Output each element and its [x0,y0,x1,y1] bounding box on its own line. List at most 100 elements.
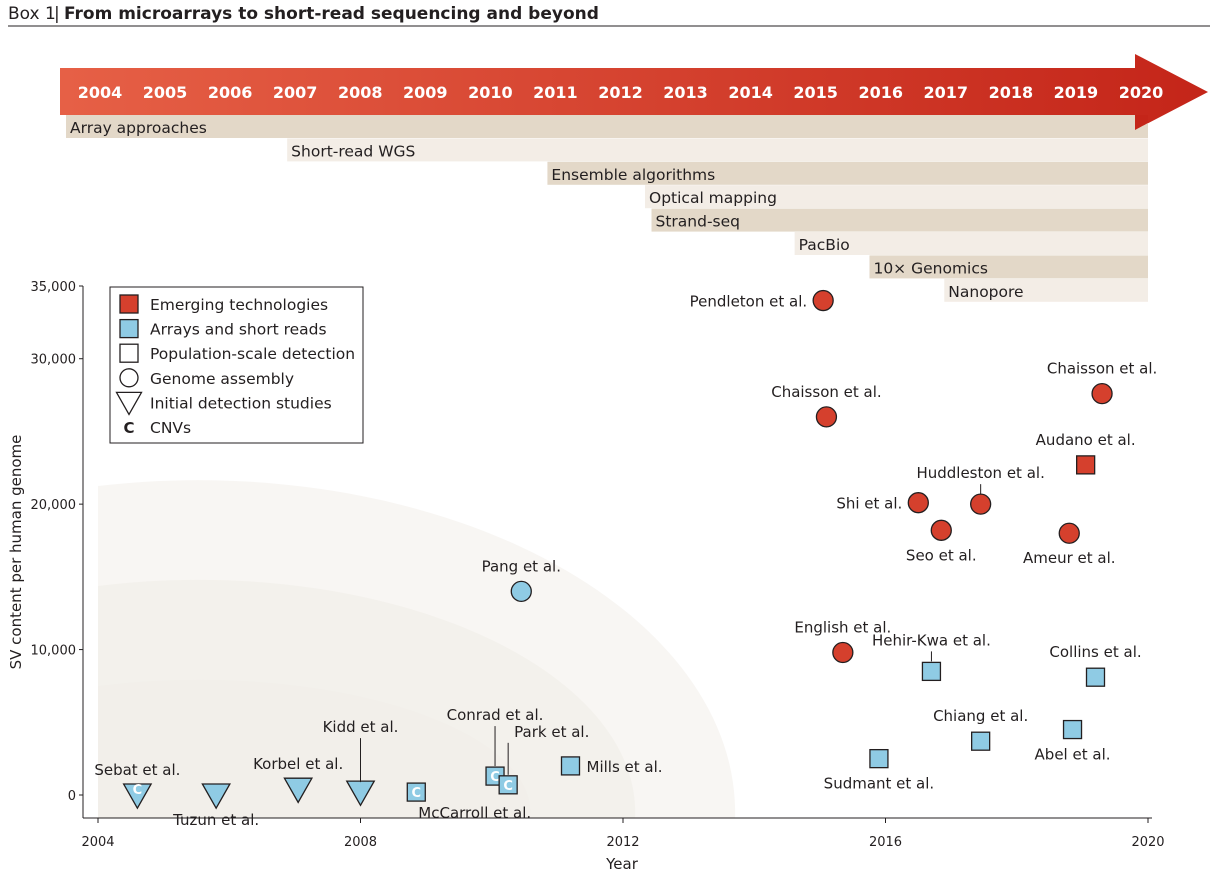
point-label: Mills et al. [587,758,663,776]
data-point: Abel et al. [1035,719,1111,764]
timeline-year: 2020 [1119,83,1164,102]
circle-marker [930,519,952,541]
data-point: Ameur et al. [1023,522,1116,567]
legend-label: Arrays and short reads [150,321,327,339]
sv-scatter-chart: 0 10,000 20,000 30,000 35,000 2004 2008 2012 201… [7,280,1165,873]
square-legend-icon [119,318,139,339]
timeline-arrow-tip [1135,115,1148,130]
triangle-marker [201,783,231,810]
legend-entry: Population-scale detection [119,343,355,363]
technology-label: Strand-seq [656,213,741,231]
point-label: Shi et al. [836,495,902,513]
technology-label: Array approaches [70,119,207,137]
square-marker [406,782,426,802]
timeline-year: 2006 [208,83,253,102]
box-title: From microarrays to short-read sequencin… [64,4,599,24]
point-label: Abel et al. [1035,746,1111,764]
point-label: Audano et al. [1036,431,1136,449]
timeline-years: 2004 2005 2006 2007 2008 2009 2010 2011 2012 2013… [78,83,1163,102]
x-tick-label: 2008 [344,835,377,850]
legend-label: CNVs [150,419,191,437]
legend: Emerging technologies Arrays and short re… [109,286,364,444]
circle-marker [815,406,838,428]
timeline-year: 2012 [598,83,643,102]
triangle-marker [283,777,314,804]
timeline-year: 2016 [858,83,903,102]
data-point: Seo et al. [906,519,977,564]
x-tick-label: 2020 [1131,835,1164,850]
circle-legend-icon [119,368,139,388]
legend-label: Genome assembly [150,370,294,388]
technology-band [944,278,1148,302]
square-legend-icon [119,294,139,314]
square-marker [869,748,889,769]
cnv-marker-letter: C [412,786,422,801]
data-point: Pendleton et al. [690,289,834,312]
y-axis-title: SV content per human genome [7,435,25,670]
technology-label: Nanopore [948,283,1023,301]
technology-label: 10× Genomics [873,259,988,277]
technology-band [651,208,1148,232]
point-label: Hehir-Kwa et al. [872,631,991,649]
point-label: Huddleston et al. [916,464,1044,482]
technology-bands: Array approaches Short-read WGS Ensemble a… [66,115,1148,302]
legend-label: Population-scale detection [150,345,355,363]
timeline-year: 2014 [728,83,773,102]
legend-label: Initial detection studies [150,394,332,412]
data-point: Huddleston et al. [916,464,1045,515]
legend-label: Emerging technologies [150,296,328,314]
timeline-year: 2007 [273,83,318,102]
technology-label: Ensemble algorithms [551,166,715,184]
triangle-legend-icon [115,391,143,416]
timeline-year: 2017 [924,83,969,102]
point-label: Sebat et al. [94,761,180,779]
data-point: Sudmant et al. [824,748,935,793]
y-tick-label: 30,000 [31,353,77,368]
square-marker [1085,667,1106,687]
x-axis-title: Year [605,855,639,873]
point-label: Tuzun et al. [172,811,259,829]
technology-label: PacBio [799,236,850,254]
circle-marker [1058,522,1080,544]
point-label: Conrad et al. [447,706,544,724]
cnv-marker-letter: C [503,779,513,794]
legend-entry: C CNVs [123,419,191,437]
technology-label: Short-read WGS [291,142,415,160]
box-label: Box 1 [8,4,56,24]
technology-label: Optical mapping [649,189,777,207]
timeline-year: 2010 [468,83,513,102]
square-legend-icon [119,343,139,363]
circle-marker [1091,382,1113,405]
circle-marker [812,289,834,312]
y-tick-label: 0 [68,789,76,804]
square-marker [971,731,991,751]
technology-band [794,232,1148,255]
legend-entry: Initial detection studies [115,391,332,416]
legend-box [109,286,364,444]
data-point: Hehir-Kwa et al. [872,631,991,682]
timeline-year: 2011 [533,83,578,102]
point-label: Korbel et al. [253,755,343,773]
data-point: Shi et al. [836,492,929,514]
x-tick-label: 2016 [869,835,902,850]
timeline-year: 2018 [989,83,1034,102]
data-point: Kidd et al. [323,718,399,807]
data-point: Collins et al. [1049,643,1142,687]
cnv-marker-letter: C [490,770,500,785]
data-point: Tuzun et al. [172,783,259,829]
point-label: Sudmant et al. [824,775,935,793]
point-label: Collins et al. [1049,643,1141,661]
data-point: C Sebat et al. [94,761,180,810]
data-point: C McCarroll et al. [406,782,531,822]
timeline-year: 2005 [143,83,188,102]
legend-entry: Emerging technologies [119,294,328,314]
timeline-year: 2019 [1054,83,1099,102]
data-point: English et al. [794,618,891,664]
data-points: Pendleton et al. Chaisson et al. Chaisson … [94,289,1157,829]
point-label: Kidd et al. [323,718,399,736]
technology-band [869,255,1148,279]
timeline-year: 2008 [338,83,383,102]
timeline-year: 2015 [793,83,838,102]
technology-band [66,115,1148,138]
